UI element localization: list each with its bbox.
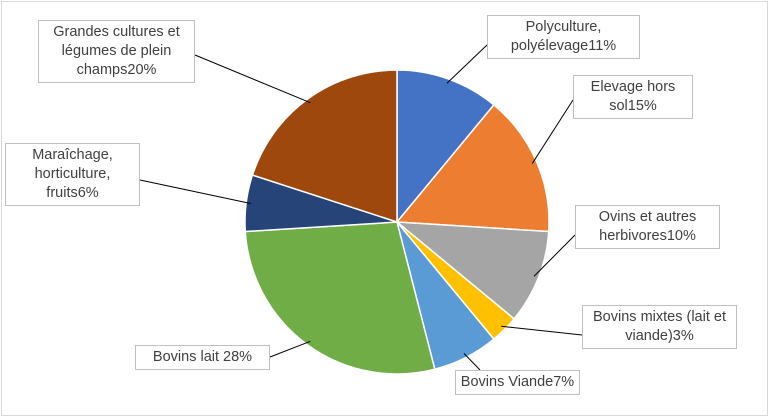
data-label: Bovins Viande7% [455,370,580,395]
leader-line [139,179,251,205]
label-value: 10% [666,228,696,244]
pie-slice [251,69,398,224]
leader-line [463,353,481,371]
leader-line [446,44,488,84]
label-category: Elevage hors sol [590,79,680,114]
leader-line [269,340,311,358]
label-category: Bovins mixtes (lait et viande) [593,309,731,344]
data-label: Maraîchage, horticulture, fruits6% [5,143,140,206]
pie-slice [396,69,495,225]
label-value: 15% [627,98,657,114]
label-category: Bovins Viande [460,374,554,390]
label-value: 28% [223,349,253,365]
leader-line [501,325,583,336]
label-category: Bovins lait [152,349,224,365]
label-value: 11% [588,38,617,54]
label-category: Ovins et autres herbivores [598,209,701,244]
label-value: 7% [553,374,575,390]
leader-line [533,234,576,277]
leader-line [531,99,574,164]
leader-line [194,54,311,104]
data-label: Elevage hors sol15% [573,75,693,119]
data-label: Ovins et autres herbivores10% [575,205,720,249]
data-label: Grandes cultures et légumes de plein cha… [38,20,195,83]
label-value: 3% [672,328,694,344]
label-category: Polyculture, polyélevage [510,19,606,54]
pie-slice [394,221,550,320]
label-value: 6% [77,185,99,201]
data-label: Bovins lait 28% [135,345,270,370]
data-label: Bovins mixtes (lait et viande)3% [582,305,737,349]
label-value: 20% [127,62,157,78]
pie-slice [395,103,550,233]
data-label: Polyculture, polyélevage11% [487,15,640,59]
pie-slice [244,221,436,375]
label-category: Grandes cultures et légumes de plein cha… [53,24,184,78]
label-category: Maraîchage, horticulture, fruits [32,147,117,201]
